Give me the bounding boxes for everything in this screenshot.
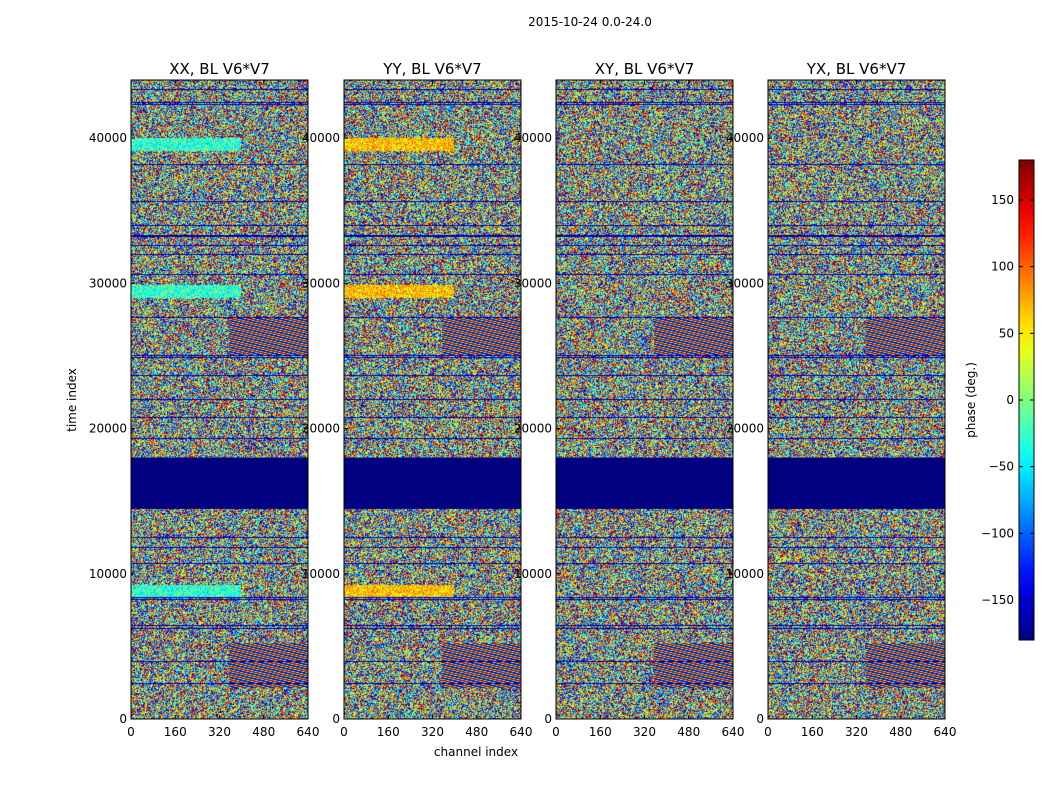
colorbar-tick-label: 0	[1006, 393, 1014, 407]
y-tick-label: 40000	[89, 131, 127, 145]
x-tick-label: 160	[801, 725, 824, 739]
colorbar-tick-label: −50	[989, 460, 1014, 474]
x-tick-label: 160	[377, 725, 400, 739]
y-tick-label: 30000	[514, 276, 552, 290]
y-tick-label: 30000	[302, 276, 340, 290]
y-axis-label: time index	[65, 368, 79, 432]
panel-title: YY, BL V6*V7	[382, 60, 481, 78]
x-tick-label: 0	[340, 725, 348, 739]
y-tick-label: 10000	[302, 567, 340, 581]
flagged-region	[556, 457, 733, 509]
y-tick-label: 40000	[514, 131, 552, 145]
x-tick-label: 640	[934, 725, 957, 739]
y-tick-label: 20000	[514, 422, 552, 436]
flagged-region	[344, 457, 521, 509]
x-tick-label: 640	[297, 725, 320, 739]
figure-title: 2015-10-24 0.0-24.0	[528, 15, 652, 29]
panel-title: YX, BL V6*V7	[806, 60, 907, 78]
y-tick-label: 20000	[89, 422, 127, 436]
colorbar: 150 100 50 0 −50 −100 −150	[981, 159, 1035, 641]
panel-title: XY, BL V6*V7	[595, 60, 695, 78]
panel-xx: XX, BL V6*V7 0 160 320 480 640 0 10000 20000 3000…	[89, 60, 320, 739]
y-tick-label: 10000	[726, 567, 764, 581]
heatmap-image	[131, 80, 308, 719]
x-tick-label: 480	[889, 725, 912, 739]
x-tick-label: 480	[677, 725, 700, 739]
panels-group: XX, BL V6*V7 0 160 320 480 640 0 10000 20000 3000…	[89, 60, 957, 739]
panel-yy: YY, BL V6*V7 0 160 320 480 640 0 10000 20000 3000…	[302, 60, 533, 739]
x-tick-label: 160	[164, 725, 187, 739]
x-tick-label: 0	[552, 725, 560, 739]
x-tick-label: 480	[465, 725, 488, 739]
colorbar-tick-label: −100	[981, 526, 1014, 540]
x-tick-label: 0	[127, 725, 135, 739]
panel-yx: YX, BL V6*V7 0 160 320 480 640 0 10000 20000 3000…	[726, 60, 957, 739]
heatmap-image	[556, 80, 733, 719]
y-tick-label: 0	[544, 712, 552, 726]
x-tick-label: 320	[845, 725, 868, 739]
x-axis-label: channel index	[434, 745, 518, 759]
panel-title: XX, BL V6*V7	[169, 60, 270, 78]
colorbar-tick-label: 100	[991, 260, 1014, 274]
y-tick-label: 30000	[89, 276, 127, 290]
y-tick-label: 10000	[89, 567, 127, 581]
x-tick-label: 640	[510, 725, 533, 739]
x-tick-label: 0	[764, 725, 772, 739]
y-tick-label: 0	[119, 712, 127, 726]
y-tick-label: 10000	[514, 567, 552, 581]
y-tick-label: 30000	[726, 276, 764, 290]
x-tick-label: 160	[589, 725, 612, 739]
y-tick-label: 20000	[302, 422, 340, 436]
x-tick-label: 640	[722, 725, 745, 739]
panel-xy: XY, BL V6*V7 0 160 320 480 640 0 10000 20000 3000…	[514, 60, 745, 739]
x-tick-label: 320	[208, 725, 231, 739]
heatmap-image	[344, 80, 521, 719]
flagged-region	[131, 457, 308, 509]
flagged-region	[768, 457, 945, 509]
x-tick-label: 320	[633, 725, 656, 739]
y-tick-label: 40000	[726, 131, 764, 145]
colorbar-tick-label: 150	[991, 193, 1014, 207]
colorbar-tick-label: 50	[999, 326, 1014, 340]
y-tick-label: 0	[756, 712, 764, 726]
colorbar-tick-label: −150	[981, 593, 1014, 607]
heatmap-image	[768, 80, 945, 719]
x-tick-label: 320	[421, 725, 444, 739]
y-tick-label: 20000	[726, 422, 764, 436]
colorbar-label: phase (deg.)	[964, 362, 978, 438]
y-tick-label: 0	[332, 712, 340, 726]
x-tick-label: 480	[252, 725, 275, 739]
y-tick-label: 40000	[302, 131, 340, 145]
